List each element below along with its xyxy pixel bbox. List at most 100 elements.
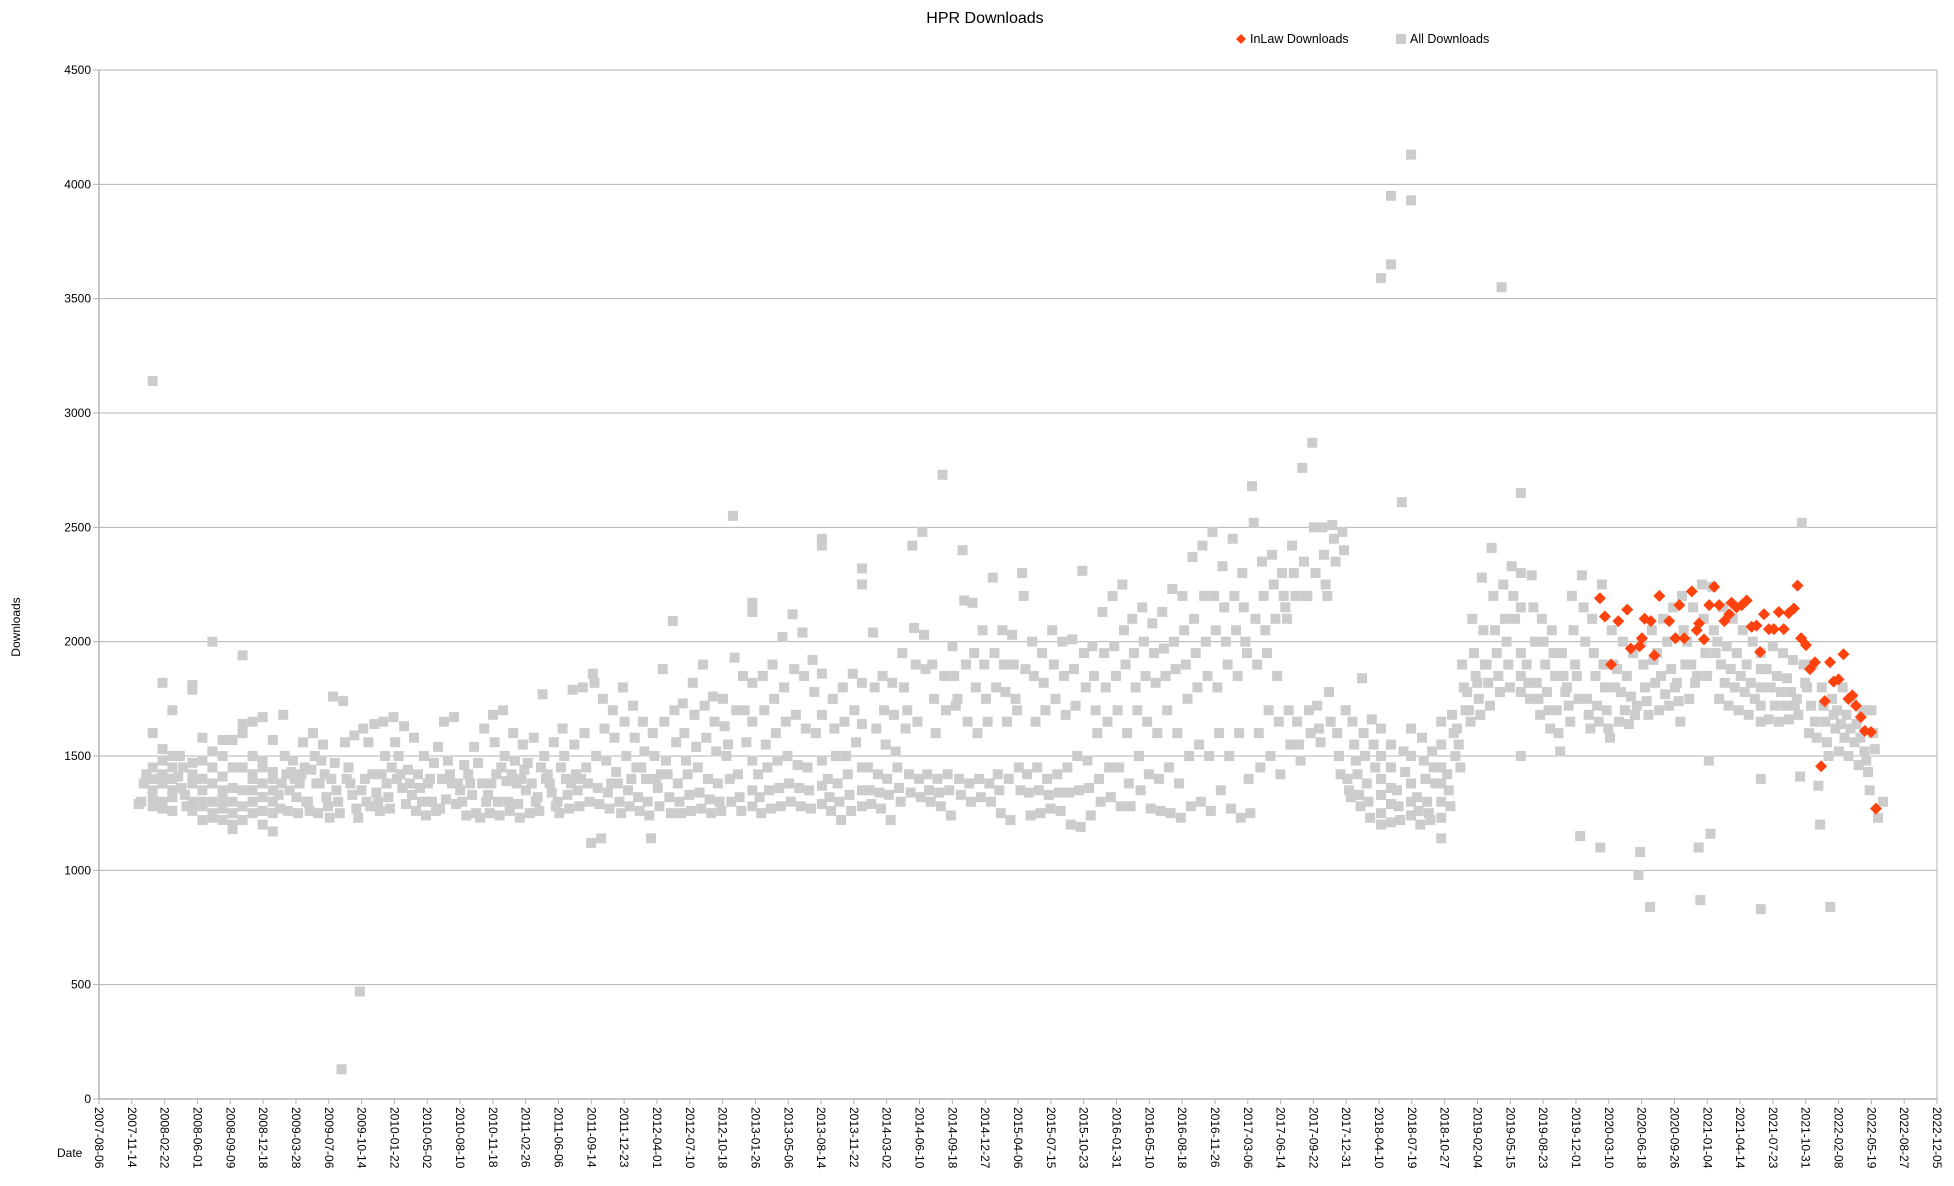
all-downloads-point: [157, 744, 168, 755]
all-downloads-point: [484, 808, 495, 819]
legend-item-all: All Downloads: [1396, 32, 1489, 46]
all-downloads-point: [834, 796, 845, 807]
all-downloads-point: [856, 579, 867, 590]
all-downloads-point: [282, 805, 293, 816]
all-downloads-point: [1777, 648, 1788, 659]
all-downloads-point: [486, 778, 497, 789]
all-downloads-point: [463, 769, 474, 780]
all-downloads-point: [762, 762, 773, 773]
all-downloads-point: [1666, 664, 1677, 675]
all-downloads-point: [1528, 602, 1539, 613]
all-downloads-point: [333, 796, 344, 807]
x-tick-label: 2011-09-14: [584, 1107, 598, 1168]
all-downloads-point: [257, 755, 268, 766]
all-downloads-point: [1541, 686, 1552, 697]
all-downloads-point: [829, 723, 840, 734]
all-downloads-point: [1668, 602, 1679, 613]
all-downloads-point: [1207, 526, 1218, 537]
all-downloads-point: [689, 709, 700, 720]
all-downloads-point: [1501, 636, 1512, 647]
all-downloads-point: [984, 778, 995, 789]
all-downloads-point: [964, 778, 975, 789]
all-downloads-point: [1025, 810, 1036, 821]
all-downloads-point: [197, 755, 208, 766]
x-tick-label: 2017-03-06: [1241, 1107, 1255, 1169]
all-downloads-point: [1243, 773, 1254, 784]
all-downloads-point: [611, 767, 622, 778]
all-downloads-point: [1645, 901, 1656, 912]
all-downloads-point: [1365, 812, 1376, 823]
inlaw-downloads-point: [1697, 633, 1710, 646]
all-downloads-point: [1787, 654, 1798, 665]
all-downloads-point: [1197, 540, 1208, 551]
all-downloads-point: [972, 728, 983, 739]
all-downloads-point: [1040, 705, 1051, 716]
all-downloads-point: [1032, 762, 1043, 773]
all-downloads-point: [1100, 682, 1111, 693]
all-downloads-point: [1195, 796, 1206, 807]
all-downloads-point: [1585, 723, 1596, 734]
all-downloads-point: [509, 755, 520, 766]
all-downloads-point: [457, 796, 468, 807]
all-downloads-point: [363, 737, 374, 748]
all-downloads-point: [1170, 664, 1181, 675]
all-downloads-point: [1263, 705, 1274, 716]
all-downloads-point: [572, 785, 583, 796]
all-downloads-point: [1662, 636, 1673, 647]
all-downloads-point: [1476, 572, 1487, 583]
all-downloads-point: [1771, 670, 1782, 681]
all-downloads-point: [617, 682, 628, 693]
y-tick-label: 4500: [64, 63, 91, 77]
all-downloads-point: [1130, 682, 1141, 693]
all-downloads-point: [666, 808, 677, 819]
all-downloads-point: [652, 783, 663, 794]
all-downloads-point: [816, 668, 827, 679]
all-downloads-point: [1168, 636, 1179, 647]
all-downloads-point: [411, 805, 422, 816]
all-downloads-point: [1194, 739, 1205, 750]
all-downloads-point: [716, 805, 727, 816]
all-downloads-point: [732, 769, 743, 780]
all-downloads-point: [1453, 739, 1464, 750]
all-downloads-point: [1214, 728, 1225, 739]
series-all-downloads: [133, 149, 1889, 1075]
all-downloads-point: [816, 709, 827, 720]
all-downloads-point: [616, 808, 627, 819]
all-downloads-point: [1338, 545, 1349, 556]
all-downloads-point: [923, 785, 934, 796]
all-downloads-point: [987, 572, 998, 583]
all-downloads-point: [1142, 716, 1153, 727]
all-downloads-point: [1767, 641, 1778, 652]
all-downloads-point: [1332, 728, 1343, 739]
all-downloads-point: [1795, 771, 1806, 782]
all-downloads-point: [802, 762, 813, 773]
all-downloads-point: [1059, 670, 1070, 681]
all-downloads-point: [524, 808, 535, 819]
all-downloads-point: [654, 801, 665, 812]
all-downloads-point: [358, 723, 369, 734]
all-downloads-point: [1691, 670, 1702, 681]
all-downloads-point: [1174, 778, 1185, 789]
all-downloads-point: [1023, 787, 1034, 798]
all-downloads-point: [1430, 778, 1441, 789]
all-downloads-point: [701, 732, 712, 743]
all-downloads-point: [1030, 716, 1041, 727]
all-downloads-point: [1442, 769, 1453, 780]
all-downloads-point: [747, 801, 758, 812]
all-downloads-point: [157, 803, 168, 814]
all-downloads-point: [347, 789, 358, 800]
x-tick-label: 2016-08-18: [1175, 1107, 1189, 1169]
all-downloads-point: [647, 728, 658, 739]
all-downloads-point: [574, 801, 585, 812]
all-downloads-point: [1125, 801, 1136, 812]
all-downloads-point: [764, 785, 775, 796]
all-downloads-point: [1447, 709, 1458, 720]
all-downloads-point: [1436, 716, 1447, 727]
all-downloads-point: [1345, 792, 1356, 803]
all-downloads-point: [276, 778, 287, 789]
all-downloads-point: [1417, 732, 1428, 743]
all-downloads-point: [227, 783, 238, 794]
all-downloads-point: [1640, 682, 1651, 693]
all-downloads-point: [586, 837, 597, 848]
all-downloads-point: [1761, 664, 1772, 675]
